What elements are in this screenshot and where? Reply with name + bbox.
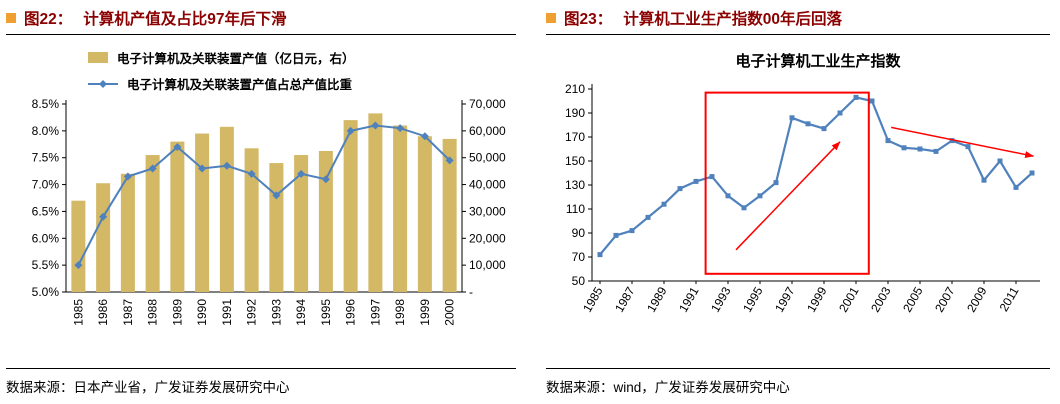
orange-square-icon [6, 13, 16, 23]
svg-text:1997: 1997 [772, 284, 798, 314]
figure-22-body: 电子计算机及关联装置产值（亿日元，右） 电子计算机及关联装置产值占总产值比重 5… [6, 35, 516, 368]
figure-22-number: 图22： [24, 11, 73, 28]
red-annotation-box [704, 91, 870, 275]
svg-text:70: 70 [572, 250, 586, 264]
svg-text:8.5%: 8.5% [32, 97, 60, 111]
svg-text:40,000: 40,000 [469, 178, 506, 192]
svg-text:2000: 2000 [443, 299, 457, 326]
svg-text:2009: 2009 [964, 284, 990, 314]
figure-23-title: 计算机工业生产指数00年后回落 [623, 11, 842, 28]
svg-text:110: 110 [566, 202, 585, 216]
figure-22: 图22： 计算机产值及占比97年后下滑 电子计算机及关联装置产值（亿日元，右） … [6, 7, 516, 395]
fig23-chart-title: 电子计算机工业生产指数 [735, 53, 901, 70]
line-series-swatch-icon [88, 78, 118, 90]
svg-text:1991: 1991 [676, 284, 702, 314]
figure-23-source: 数据来源：wind，广发证券发展研究中心 [546, 380, 790, 395]
svg-text:60,000: 60,000 [469, 124, 506, 138]
fig23-x-labels: 1985 1987 1989 1991 1993 1995 1997 1999 2001 2003… [580, 284, 1022, 314]
svg-text:1995: 1995 [740, 284, 766, 314]
svg-text:2005: 2005 [900, 284, 926, 314]
svg-text:50: 50 [572, 274, 586, 288]
svg-text:1999: 1999 [418, 299, 432, 326]
fig23-axes [588, 84, 1040, 284]
red-trend-arrow [735, 141, 841, 251]
svg-text:20,000: 20,000 [469, 231, 506, 245]
figure-23-header: 图23： 计算机工业生产指数00年后回落 [546, 7, 1050, 29]
svg-text:50,000: 50,000 [469, 151, 506, 165]
fig22-bar-series [71, 113, 457, 293]
svg-text:30,000: 30,000 [469, 204, 506, 218]
svg-text:1996: 1996 [344, 299, 358, 326]
legend-row-line-series: 电子计算机及关联装置产值占总产值比重 [88, 74, 516, 93]
svg-text:1993: 1993 [708, 284, 734, 314]
svg-text:1986: 1986 [96, 299, 110, 326]
svg-text:1993: 1993 [269, 299, 283, 326]
svg-text:170: 170 [565, 130, 585, 144]
svg-text:1994: 1994 [294, 299, 308, 326]
svg-text:8.0%: 8.0% [32, 124, 60, 138]
line-series-label: 电子计算机及关联装置产值占总产值比重 [127, 78, 353, 92]
fig22-line-series [74, 121, 454, 270]
svg-text:7.5%: 7.5% [32, 151, 60, 165]
svg-text:1987: 1987 [121, 299, 135, 326]
figure-23-body: 电子计算机工业生产指数 50 70 90 110 130 150 170 190 210 1985… [546, 35, 1050, 368]
figure-22-header: 图22： 计算机产值及占比97年后下滑 [6, 7, 516, 29]
svg-text:210: 210 [565, 82, 585, 96]
svg-text:1992: 1992 [245, 299, 259, 326]
svg-text:150: 150 [565, 154, 585, 168]
svg-text:70,000: 70,000 [469, 97, 506, 111]
svg-text:1985: 1985 [71, 299, 85, 326]
svg-text:1989: 1989 [644, 284, 670, 314]
svg-text:1991: 1991 [220, 299, 234, 326]
svg-text:2003: 2003 [868, 284, 894, 314]
svg-text:1997: 1997 [368, 299, 382, 326]
svg-text:2001: 2001 [836, 284, 862, 314]
svg-text:1989: 1989 [170, 299, 184, 326]
svg-text:10,000: 10,000 [469, 258, 506, 272]
figure-22-bottom-rule [6, 368, 516, 369]
orange-square-icon [546, 13, 556, 23]
svg-text:2011: 2011 [997, 284, 1022, 314]
bar-series-swatch-icon [88, 52, 108, 63]
bar-series-label: 电子计算机及关联装置产值（亿日元，右） [117, 52, 355, 66]
svg-text:190: 190 [565, 106, 585, 120]
red-trend-arrow [891, 126, 1035, 158]
svg-text:7.0%: 7.0% [32, 178, 60, 192]
fig22-x-labels: 1985 1986 1987 1988 1989 1990 1991 1992 1993 1994… [71, 299, 456, 326]
figure-23: 图23： 计算机工业生产指数00年后回落 电子计算机工业生产指数 50 70 90 1… [530, 0, 1060, 404]
svg-text:90: 90 [572, 226, 586, 240]
svg-text:-: - [469, 285, 473, 299]
svg-text:6.0%: 6.0% [32, 231, 60, 245]
figure-22-title: 计算机产值及占比97年后下滑 [83, 11, 287, 28]
fig22-bar-line-chart: 5.0% 5.5% 6.0% 6.5% 7.0% 7.5% 8.0% 8.5% - 10,000 2… [32, 97, 506, 326]
svg-text:1995: 1995 [319, 299, 333, 326]
figure-23-bottom-rule [546, 368, 1050, 369]
svg-text:1999: 1999 [804, 284, 830, 314]
svg-text:5.0%: 5.0% [32, 285, 60, 299]
svg-text:5.5%: 5.5% [32, 258, 60, 272]
figure-22-source: 数据来源：日本产业省，广发证券发展研究中心 [6, 380, 290, 395]
figure-22-top-rule [6, 34, 516, 35]
svg-text:2007: 2007 [932, 284, 958, 314]
fig23-line-series [597, 94, 1035, 258]
svg-text:1998: 1998 [393, 299, 407, 326]
figure-23-top-rule [546, 34, 1050, 35]
fig23-annotations [704, 91, 1035, 275]
svg-text:1990: 1990 [195, 299, 209, 326]
legend-row-bar-series: 电子计算机及关联装置产值（亿日元，右） [88, 48, 516, 67]
svg-text:130: 130 [565, 178, 585, 192]
figure-23-number: 图23： [564, 11, 613, 28]
line-swatch-graphic [88, 79, 118, 88]
svg-text:1988: 1988 [146, 299, 160, 326]
svg-text:1987: 1987 [612, 284, 638, 314]
svg-text:6.5%: 6.5% [32, 204, 60, 218]
figure-22-legend: 电子计算机及关联装置产值（亿日元，右） 电子计算机及关联装置产值占总产值比重 [88, 48, 516, 93]
fig23-line-chart: 50 70 90 110 130 150 170 190 210 1985 1987 1989 1991… [565, 82, 1040, 315]
svg-text:1985: 1985 [580, 284, 606, 314]
